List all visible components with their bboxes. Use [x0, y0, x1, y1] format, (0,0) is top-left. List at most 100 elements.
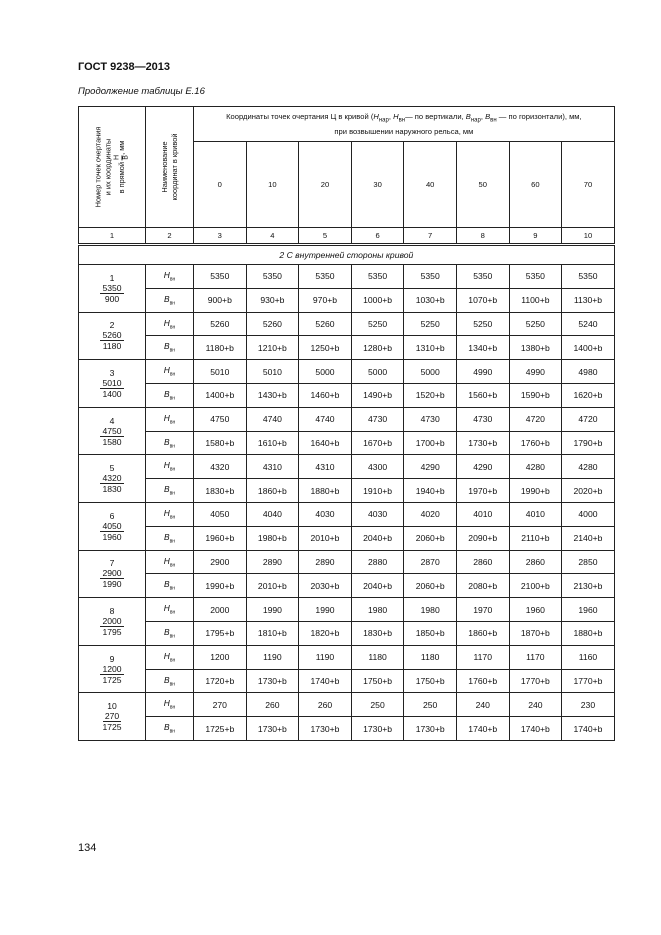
value-cell: 1910+b [350, 478, 405, 503]
value-cell: 4320 [193, 454, 247, 480]
value-cell: 1190 [245, 644, 300, 670]
header-elevation: 50 [455, 141, 510, 228]
value-cell: 1190 [298, 644, 352, 670]
value-cell: 5000 [350, 359, 405, 384]
value-cell: 4310 [298, 454, 352, 480]
value-cell: 2890 [298, 549, 352, 575]
value-cell: 2860 [455, 549, 510, 575]
table-continuation-caption: Продолжение таблицы Е.16 [78, 86, 205, 97]
value-cell: 1770+b [561, 668, 615, 694]
column-number: 6 [350, 227, 405, 246]
value-cell: 2130+b [561, 573, 615, 599]
point-number: 6 [109, 510, 115, 521]
table-row: Bвн 1795+b 1810+b 1820+b 1830+b 1850+b 1860+b 1… [79, 620, 615, 646]
table-row: Bвн 1960+b 1980+b 2010+b 2040+b 2060+b 2090+b 2… [79, 525, 615, 551]
value-cell: 1750+b [403, 668, 457, 694]
header-elevation: 0 [193, 141, 247, 228]
table-row: Bвн 1180+b 1210+b 1250+b 1280+b 1310+b 1340+b 1… [79, 335, 615, 361]
value-cell: 1770+b [508, 668, 563, 694]
point-number: 1 [109, 272, 115, 283]
value-cell: 1400+b [193, 382, 247, 408]
value-cell: 1960 [508, 597, 563, 622]
value-cell: 4020 [403, 501, 457, 527]
point-h-straight: 4320 [100, 473, 124, 485]
point-b-straight: 1725 [102, 674, 122, 685]
value-cell: 1740+b [298, 668, 352, 694]
value-cell: 1990+b [508, 478, 563, 503]
value-cell: 5260 [193, 311, 247, 337]
value-cell: 1730+b [350, 716, 405, 741]
value-cell: 1940+b [403, 478, 457, 503]
point-cell: 2 5260 1180 [78, 311, 146, 361]
coordinate-label-b: Bвн [145, 573, 194, 599]
header-text: и их координаты [103, 138, 113, 196]
value-cell: 1610+b [245, 430, 300, 456]
value-cell: 1830+b [350, 620, 405, 646]
value-cell: 2850 [561, 549, 615, 575]
value-cell: 4990 [455, 359, 510, 384]
coordinate-label-h: Hвн [145, 311, 194, 337]
value-cell: 4300 [350, 454, 405, 480]
column-number: 1 [78, 227, 146, 246]
column-number: 5 [298, 227, 352, 246]
point-number: 4 [109, 415, 115, 426]
value-cell: 1590+b [508, 382, 563, 408]
value-cell: 1620+b [561, 382, 615, 408]
value-cell: 4050 [193, 501, 247, 527]
coordinate-label-b: Bвн [145, 382, 194, 408]
coordinate-label-b: Bвн [145, 478, 194, 503]
value-cell: 1210+b [245, 335, 300, 361]
value-cell: 1340+b [455, 335, 510, 361]
value-cell: 4730 [350, 406, 405, 432]
value-cell: 4720 [508, 406, 563, 432]
point-number: 3 [109, 367, 115, 378]
value-cell: 1460+b [298, 382, 352, 408]
point-h-straight: 1200 [100, 663, 124, 675]
point-b-straight: 1830 [102, 484, 122, 495]
value-cell: 1810+b [245, 620, 300, 646]
value-cell: 2100+b [508, 573, 563, 599]
value-cell: 5350 [455, 264, 510, 289]
value-cell: 4040 [245, 501, 300, 527]
header-unit: , мм [116, 140, 126, 155]
value-cell: 2010+b [245, 573, 300, 599]
table-row: Bвн 1830+b 1860+b 1880+b 1910+b 1940+b 1970+b 1… [79, 478, 615, 503]
value-cell: 2040+b [350, 525, 405, 551]
coordinates-table: Номер точек очертания и их координаты в … [78, 106, 615, 741]
value-cell: 4750 [193, 406, 247, 432]
document-title: ГОСТ 9238—2013 [78, 61, 171, 73]
value-cell: 4030 [350, 501, 405, 527]
table-row: 8 2000 1795 Hвн 2000 1990 1990 1980 1980 1970 1960… [78, 597, 615, 646]
header-coordinates-group: Координаты точек очертания Ц в кривой (H… [193, 106, 615, 142]
coordinate-label-h: Hвн [145, 359, 194, 384]
value-cell: 1670+b [350, 430, 405, 456]
point-number: 10 [107, 701, 117, 712]
header-elevation: 20 [298, 141, 352, 228]
value-cell: 1850+b [403, 620, 457, 646]
table-row: 4 4750 1580 Hвн 4750 4740 4740 4730 4730 4730 4720… [78, 406, 615, 456]
value-cell: 1310+b [403, 335, 457, 361]
value-cell: 900+b [193, 287, 247, 313]
value-cell: 5010 [245, 359, 300, 384]
value-cell: 5350 [403, 264, 457, 289]
point-b-straight: 900 [104, 293, 120, 304]
point-h-straight: 2000 [100, 615, 124, 627]
coordinate-label-h: Hвн [145, 454, 194, 480]
value-cell: 1990 [245, 597, 300, 622]
value-cell: 1980 [350, 597, 405, 622]
value-cell: 4720 [561, 406, 615, 432]
value-cell: 2080+b [455, 573, 510, 599]
value-cell: 5240 [561, 311, 615, 337]
table-row: 10 270 1725 Hвн 270 260 260 250 250 240 240 230 [78, 692, 615, 741]
value-cell: 970+b [298, 287, 352, 313]
table-row: Bвн 1400+b 1430+b 1460+b 1490+b 1520+b 1560+b 1… [79, 382, 615, 408]
point-number: 7 [109, 558, 115, 569]
point-cell: 5 4320 1830 [78, 454, 146, 503]
value-cell: 1180+b [193, 335, 247, 361]
value-cell: 1730+b [245, 668, 300, 694]
value-cell: 1870+b [508, 620, 563, 646]
value-cell: 2900 [193, 549, 247, 575]
table-row: Bвн 900+b 930+b 970+b 1000+b 1030+b 1070+b 1100… [79, 287, 615, 313]
value-cell: 1250+b [298, 335, 352, 361]
